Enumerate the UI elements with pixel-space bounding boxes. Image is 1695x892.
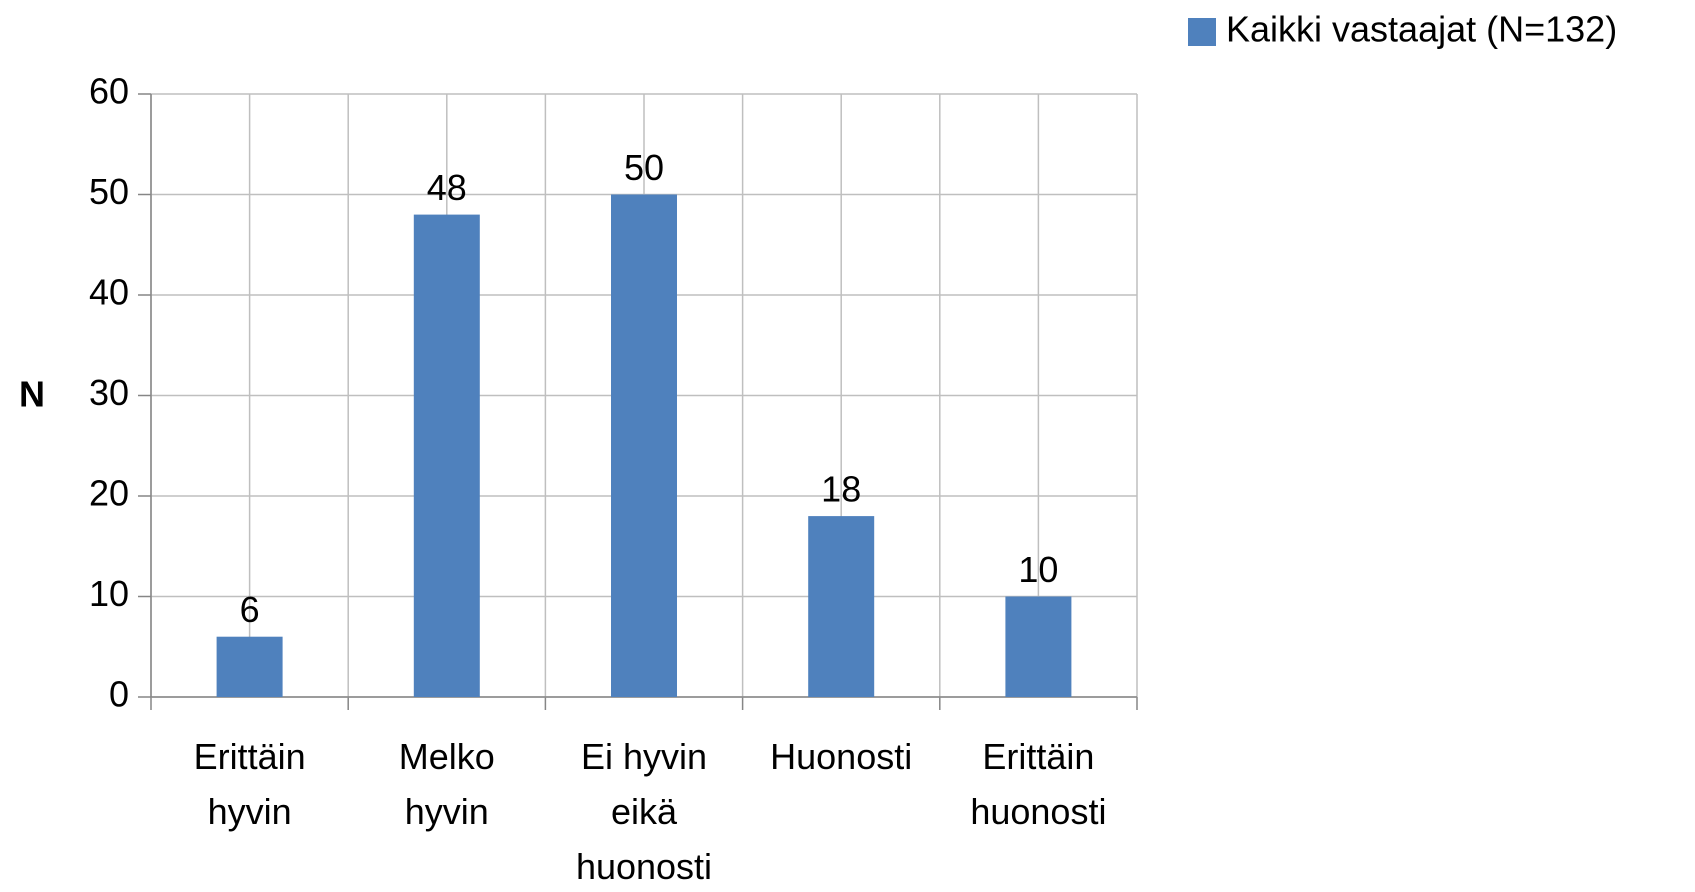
bar — [611, 194, 677, 697]
bar — [1005, 596, 1072, 697]
bar — [808, 516, 875, 697]
x-tick-label-line: huonosti — [576, 846, 712, 887]
bar — [413, 214, 480, 697]
y-tick-label: 10 — [89, 573, 129, 614]
legend-swatch — [1188, 18, 1216, 46]
bar — [216, 636, 283, 697]
x-tick-label-line: Erittäin — [982, 736, 1094, 777]
x-tick-label-line: Erittäin — [194, 736, 306, 777]
y-axis-label: N — [19, 374, 45, 415]
x-tick-label: Huonosti — [770, 736, 912, 777]
y-tick-label: 50 — [89, 171, 129, 212]
value-label: 10 — [1018, 549, 1058, 590]
y-tick-label: 60 — [89, 71, 129, 112]
x-tick-label-line: Melko — [399, 736, 495, 777]
x-tick-label: Melko hyvin — [399, 736, 495, 832]
value-label: 6 — [240, 589, 260, 630]
value-label: 48 — [427, 167, 467, 208]
y-tick-label: 20 — [89, 473, 129, 514]
value-label: 50 — [624, 147, 664, 188]
y-tick-label: 0 — [109, 674, 129, 715]
y-tick-label: 30 — [89, 372, 129, 413]
x-tick-label: Ei hyvin eikä huonosti — [576, 736, 712, 887]
x-tick-label-line: Ei hyvin — [581, 736, 707, 777]
x-tick-label-line: Huonosti — [770, 736, 912, 777]
legend-label: Kaikki vastaajat (N=132) — [1226, 9, 1617, 50]
x-tick-label-line: hyvin — [208, 791, 292, 832]
x-tick-label: Erittäin hyvin — [194, 736, 306, 832]
x-tick-label-line: hyvin — [405, 791, 489, 832]
x-tick-label-line: huonosti — [970, 791, 1106, 832]
y-tick-label: 40 — [89, 272, 129, 313]
value-label: 18 — [821, 469, 861, 510]
x-tick-label: Erittäin huonosti — [970, 736, 1106, 832]
x-tick-label-line: eikä — [611, 791, 678, 832]
